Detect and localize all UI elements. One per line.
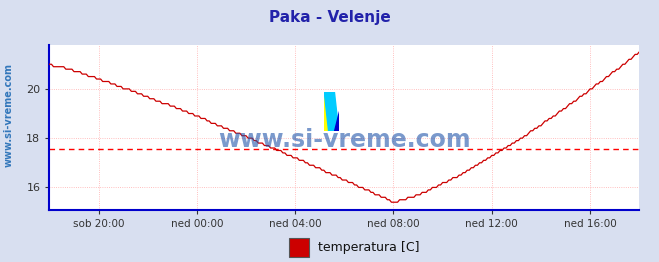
Polygon shape — [333, 111, 339, 131]
Text: temperatura [C]: temperatura [C] — [318, 241, 419, 254]
Polygon shape — [324, 92, 339, 131]
Text: Paka - Velenje: Paka - Velenje — [269, 10, 390, 25]
Polygon shape — [324, 92, 339, 131]
Polygon shape — [324, 92, 339, 131]
FancyBboxPatch shape — [289, 238, 309, 257]
Text: www.si-vreme.com: www.si-vreme.com — [3, 63, 14, 167]
Text: www.si-vreme.com: www.si-vreme.com — [218, 128, 471, 152]
